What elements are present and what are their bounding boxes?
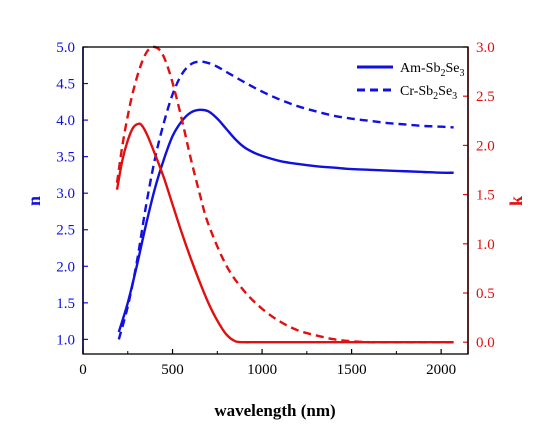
legend-text-part: Se bbox=[445, 61, 459, 76]
x-tick-label: 500 bbox=[161, 362, 184, 378]
y-left-tick-label: 3.0 bbox=[56, 186, 75, 202]
legend-text-part: Am-Sb bbox=[400, 61, 440, 76]
y-left-axis-label: n bbox=[24, 196, 44, 206]
y-left-tick-label: 3.5 bbox=[56, 150, 75, 166]
series-line-0 bbox=[117, 108, 454, 333]
y-left-tick-label: 4.5 bbox=[56, 77, 75, 93]
x-tick-label: 1500 bbox=[337, 362, 367, 378]
series-line-1 bbox=[117, 60, 454, 340]
y-right-tick-label: 2.0 bbox=[476, 138, 495, 154]
legend-text-part: 3 bbox=[459, 68, 464, 79]
legend-text-part: 2 bbox=[433, 91, 438, 102]
legend-text-part: 2 bbox=[440, 68, 445, 79]
y-right-tick-label: 3.0 bbox=[476, 40, 495, 56]
y-left-tick-label: 2.0 bbox=[56, 259, 75, 275]
y-right-tick-label: 2.5 bbox=[476, 89, 495, 105]
y-left-tick-label: 1.5 bbox=[56, 296, 75, 312]
series-layer bbox=[115, 45, 454, 344]
legend-label: Cr-Sb2Se3 bbox=[400, 84, 457, 102]
y-right-tick-label: 0.5 bbox=[476, 286, 495, 302]
x-axis-label: wavelength (nm) bbox=[214, 401, 335, 420]
legend-text-part: Se bbox=[438, 84, 452, 99]
series-line-2 bbox=[115, 122, 454, 344]
x-tick-label: 0 bbox=[79, 362, 87, 378]
plot-frame bbox=[82, 46, 469, 355]
y-left-tick-label: 2.5 bbox=[56, 223, 75, 239]
y-right-axis-label: k bbox=[506, 196, 526, 206]
y-right-tick-label: 1.5 bbox=[476, 188, 495, 204]
y-left-tick-label: 5.0 bbox=[56, 40, 75, 56]
y-left-tick-label: 4.0 bbox=[56, 113, 75, 129]
legend-label: Am-Sb2Se3 bbox=[400, 61, 464, 79]
legend-text-part: Cr-Sb bbox=[400, 84, 433, 99]
y-right-tick-label: 1.0 bbox=[476, 237, 495, 253]
x-tick-label: 2000 bbox=[426, 362, 456, 378]
y-right-tick-label: 0.0 bbox=[476, 335, 495, 351]
series-line-3 bbox=[115, 45, 454, 344]
x-tick-label: 1000 bbox=[247, 362, 277, 378]
legend-text-part: 3 bbox=[452, 91, 457, 102]
y-left-tick-label: 1.0 bbox=[56, 332, 75, 348]
